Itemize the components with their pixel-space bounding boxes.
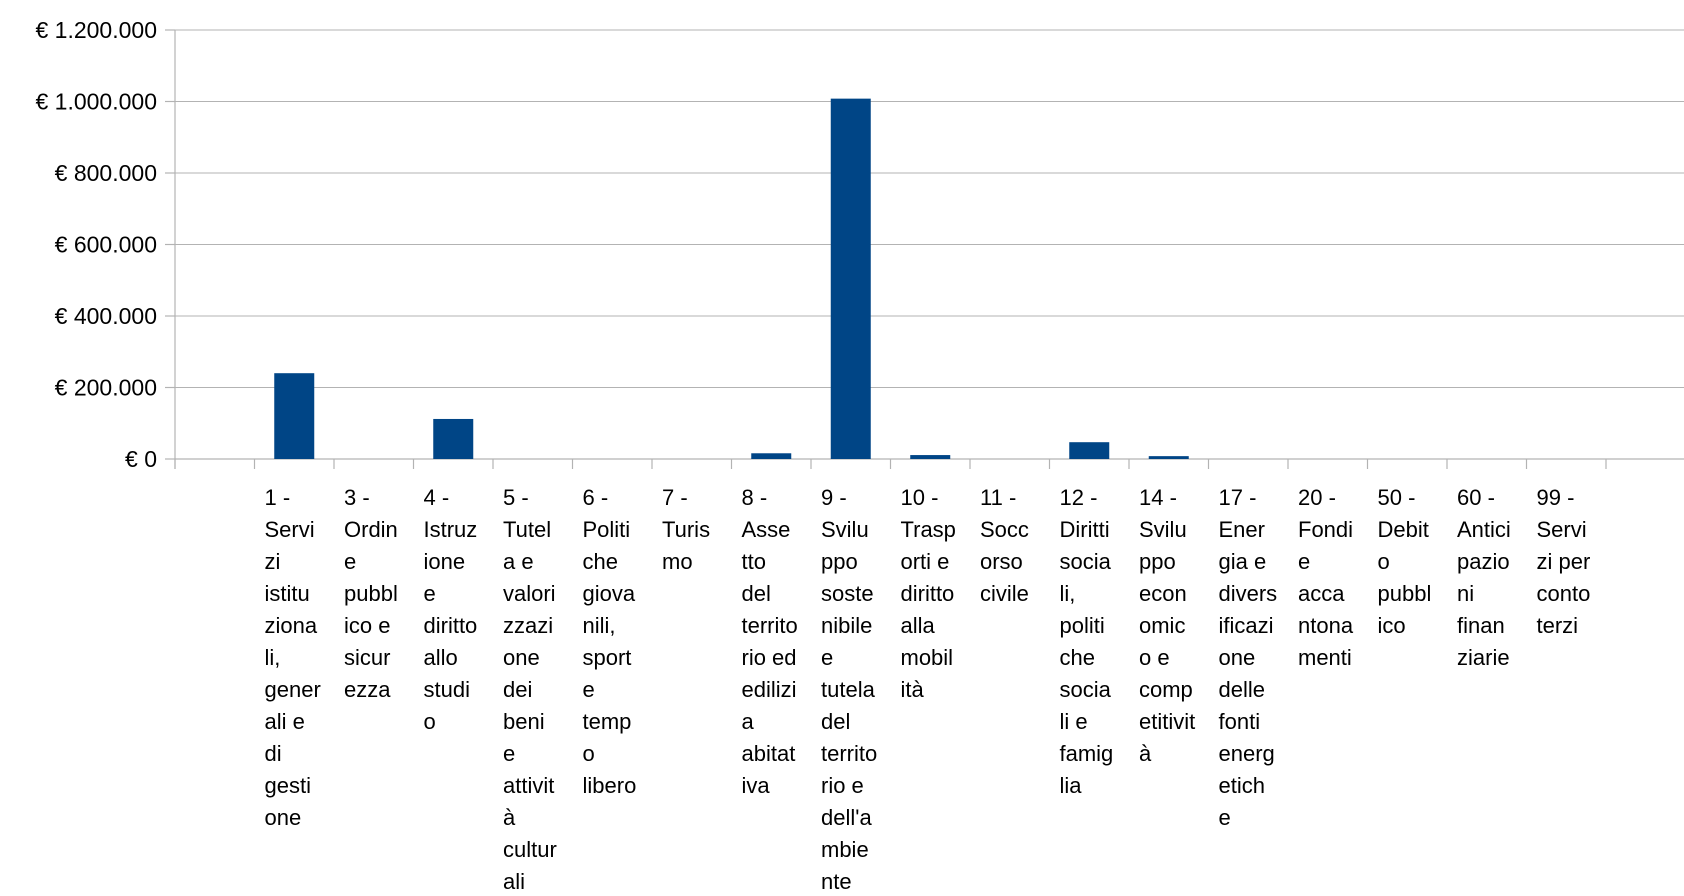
bar <box>1148 456 1189 459</box>
y-axis-tick-labels: € 0 € 200.000 € 400.000 € 600.000 € 800.000 €… <box>35 17 157 472</box>
y-tick-label: € 600.000 <box>55 232 157 258</box>
x-category-label: 4 -Istruz ione e diritto allo studi o <box>424 485 478 734</box>
y-tick-label: € 1.200.000 <box>35 17 157 43</box>
x-category-label: 60 -Antici pazio ni finan ziarie <box>1457 485 1511 670</box>
y-tick-label: € 1.000.000 <box>35 89 157 115</box>
x-category-label: 3 -Ordin e pubbl ico e sicur ezza <box>344 485 398 702</box>
x-category-label: 14 -Svilu ppo econ omic o e comp etitivit à <box>1139 485 1195 766</box>
x-category-label: 6 -Politi che giova nili, sport e temp o libero <box>583 485 637 798</box>
x-category-label: 99 -Servi zi per conto terzi <box>1537 485 1591 638</box>
y-tick-label: € 400.000 <box>55 303 157 329</box>
x-category-label: 8 -Asse tto del territo rio ed edilizi a abitat… <box>742 485 798 798</box>
bar <box>1069 442 1110 459</box>
bar <box>751 453 792 459</box>
x-category-label: 5 -Tutel a e valori zzazi one dei beni e attivit… <box>503 485 557 891</box>
y-tick-label: € 800.000 <box>55 160 157 186</box>
x-category-label: 12 -Diritti socia li, politi che socia li e fam… <box>1060 485 1114 798</box>
bar <box>433 418 474 459</box>
x-axis-category-labels: 1 -Servi zi istitu ziona li, gener ali e di gest… <box>265 485 1591 894</box>
x-category-label: 7 -Turis mo <box>662 485 710 574</box>
bars <box>274 98 1189 459</box>
bar <box>830 98 871 459</box>
y-tick-label: € 0 <box>125 446 157 472</box>
x-category-label: 20 -Fondi e acca ntona menti <box>1298 485 1354 670</box>
x-category-label: 1 -Servi zi istitu ziona li, gener ali e di gest… <box>265 485 321 830</box>
x-category-label: 50 -Debit o pubbl ico <box>1378 485 1432 638</box>
x-category-label: 11 -Socc orso civile <box>980 485 1029 606</box>
y-tick-label: € 200.000 <box>55 375 157 401</box>
bar <box>274 373 315 459</box>
axes <box>165 29 1684 469</box>
x-category-label: 10 -Trasp orti e diritto alla mobil ità <box>901 485 956 702</box>
bar <box>910 455 951 459</box>
gridlines <box>175 29 1684 460</box>
x-category-label: 9 -Svilu ppo soste nibile e tutela del territo r… <box>821 485 877 891</box>
x-category-label: 17 -Ener gia e divers ificazi one delle fonti e… <box>1219 485 1278 830</box>
